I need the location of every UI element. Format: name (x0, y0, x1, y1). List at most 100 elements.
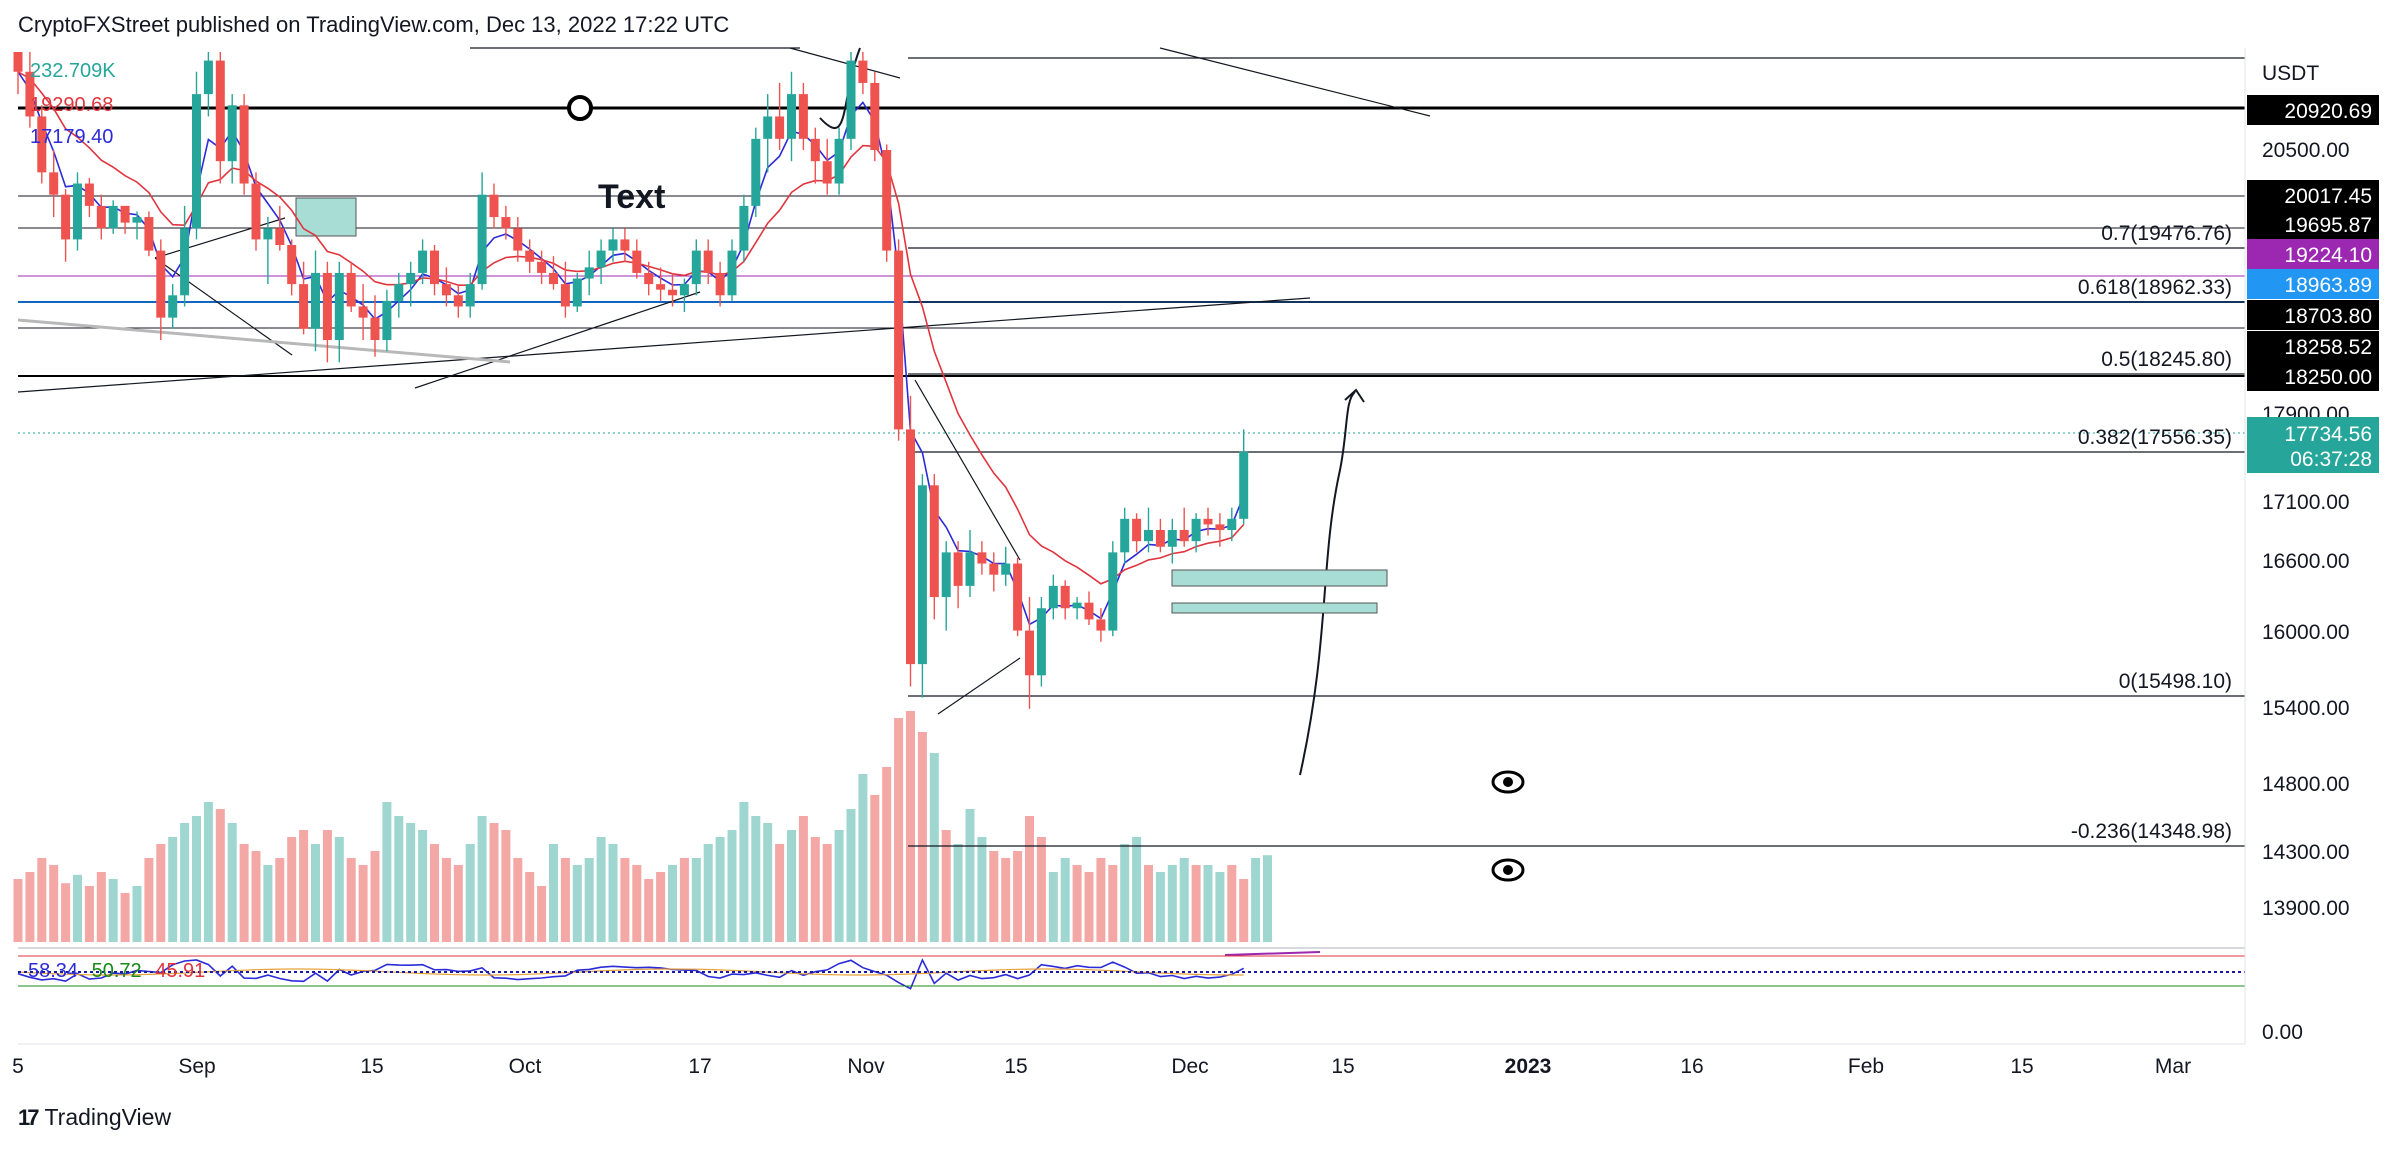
candle-body (1108, 552, 1118, 631)
price-axis: USDT20500.0017900.0017100.0016600.001600… (2247, 62, 2379, 1044)
trend-line (789, 47, 901, 79)
price-tick-label: 0.00 (2262, 1021, 2303, 1044)
volume-bar (1167, 865, 1177, 942)
volume-bar (1060, 858, 1070, 942)
volume-bar (572, 865, 582, 942)
candle-body (656, 284, 666, 290)
price-badge (2247, 239, 2379, 269)
volume-bar (787, 830, 796, 942)
candle-body (215, 60, 225, 162)
volume-bar (84, 886, 94, 942)
volume-bar (120, 893, 130, 942)
volume-bar (1001, 858, 1011, 942)
volume-bar (1191, 865, 1201, 942)
candle-body (251, 183, 261, 240)
candle-body (906, 429, 915, 665)
price-badge-label: 18703.80 (2284, 305, 2372, 328)
candle-body (537, 261, 547, 273)
trend-line (914, 379, 1021, 561)
volume-bar (156, 844, 166, 942)
annotation-text: Text (598, 178, 665, 216)
volume-bar (620, 858, 630, 942)
candle-body (1155, 530, 1165, 547)
tradingview-logo-icon: 17 (18, 1104, 40, 1130)
candle-body (620, 239, 630, 251)
candle-body (1060, 585, 1070, 609)
volume-bar (739, 802, 749, 942)
volume-bar (810, 837, 820, 942)
volume-bar (37, 858, 47, 942)
volume-bar (1144, 865, 1153, 942)
candle-body (668, 289, 677, 296)
ema-slow-legend: 19290.68 (30, 94, 114, 116)
candle-body (108, 205, 118, 229)
candle-body (977, 552, 987, 564)
volume-bar (430, 844, 439, 942)
volume-bar (1251, 858, 1261, 942)
candle-body (1215, 524, 1225, 530)
volume-bar (96, 872, 106, 942)
price-badge-label: 19695.87 (2284, 214, 2372, 237)
volume-bar (299, 830, 309, 942)
candle-body (346, 272, 356, 307)
demand-zone-lower (1171, 602, 1378, 614)
candle-body (822, 161, 832, 184)
trend-line (937, 657, 1021, 715)
volume-bar (61, 883, 71, 942)
candle-body (168, 295, 178, 318)
candle-body (1013, 563, 1023, 631)
trend-line (154, 217, 286, 259)
fib-label: 0.618(18962.33) (2078, 276, 2232, 299)
candle-body (334, 272, 344, 340)
volume-bar (346, 858, 356, 942)
candle-body (691, 250, 701, 285)
candle-body (953, 552, 963, 586)
candle-body (1120, 518, 1130, 553)
osc-value-1: 58.34 (28, 960, 79, 982)
candle-body (501, 217, 511, 229)
volume-bar (489, 823, 499, 942)
volume-bar (906, 711, 915, 942)
volume-bar (275, 858, 285, 942)
arrow-head-icon (1344, 388, 1365, 403)
volume-bar (334, 837, 344, 942)
volume-bars (13, 711, 1272, 942)
tradingview-footer[interactable]: 17 TradingView (18, 1104, 171, 1131)
candle-body (894, 250, 904, 430)
volume-bar (941, 830, 951, 942)
candle-body (156, 250, 166, 318)
osc-line-fast (17, 958, 1245, 990)
volume-bar (513, 858, 523, 942)
projection-arrow (1299, 391, 1356, 776)
osc-value-2: 50.72 (91, 960, 142, 982)
volume-bar (203, 802, 213, 942)
candle-body (430, 250, 439, 285)
candles (13, 52, 1249, 709)
candle-body (61, 194, 71, 240)
candle-body (394, 284, 404, 301)
price-badge (2247, 269, 2379, 299)
candle-body (1072, 602, 1082, 609)
volume-bar (917, 732, 927, 942)
candle-body (882, 150, 892, 251)
candle-body (1025, 630, 1034, 676)
price-badge-label: 20920.69 (2284, 100, 2372, 123)
candle-body (239, 105, 249, 184)
time-tick-label: Dec (1171, 1055, 1208, 1078)
price-tick-label: 14300.00 (2262, 841, 2350, 864)
candle-body (870, 82, 880, 150)
candle-body (287, 245, 297, 285)
candle-body (763, 116, 773, 139)
fib-label: -0.236(14348.98) (2071, 820, 2232, 843)
time-tick-label: Nov (847, 1055, 885, 1078)
price-badge-label: 18963.89 (2284, 274, 2372, 297)
candle-body (418, 250, 428, 273)
volume-bar (239, 844, 249, 942)
price-tick-label: 15400.00 (2262, 697, 2350, 720)
volume-bar (691, 858, 701, 942)
candle-body (798, 94, 808, 139)
volume-bar (501, 830, 511, 942)
volume-bar (775, 844, 785, 942)
volume-bar (858, 774, 868, 942)
